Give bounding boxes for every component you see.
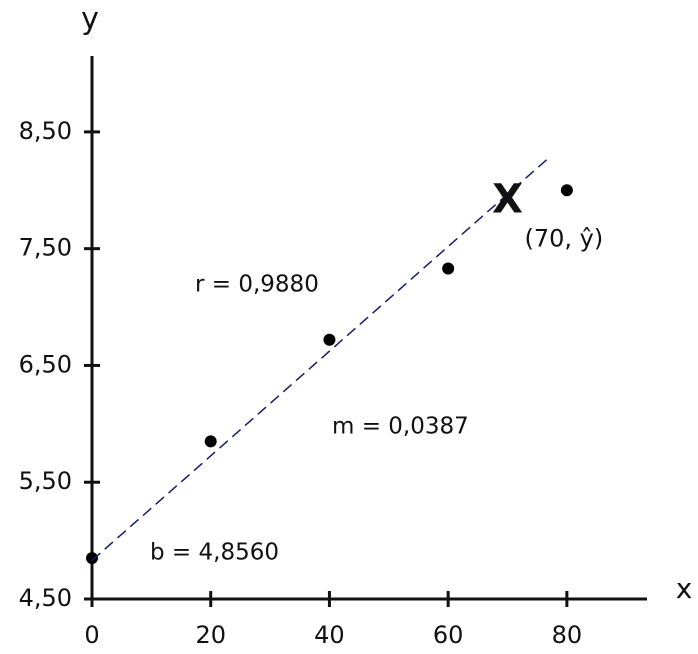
- data-point: [323, 333, 336, 346]
- data-point: [204, 435, 217, 448]
- x-tick-label: 60: [433, 621, 464, 649]
- y-axis-label: y: [81, 2, 99, 37]
- y-tick-label: 6,50: [19, 350, 72, 378]
- x-tick-label: 0: [84, 621, 99, 649]
- x-tick-label: 20: [195, 621, 226, 649]
- predicted-label: (70, ŷ): [525, 225, 604, 253]
- y-tick-label: 4,50: [19, 584, 72, 612]
- data-point: [86, 552, 98, 565]
- y-tick-label: 5,50: [19, 467, 72, 495]
- x-tick-label: 80: [552, 621, 583, 649]
- x-tick-label: 40: [314, 621, 345, 649]
- data-point: [560, 184, 573, 197]
- x-axis-label: x: [676, 572, 693, 605]
- regression-line: [91, 157, 550, 562]
- annotation: r = 0,9880: [195, 272, 319, 298]
- data-point: [442, 262, 455, 275]
- predicted-marker: X: [492, 177, 523, 223]
- annotation: m = 0,0387: [332, 414, 469, 440]
- annotation: b = 4,8560: [150, 540, 279, 566]
- y-tick-label: 8,50: [19, 117, 72, 145]
- y-tick-label: 7,50: [19, 234, 72, 262]
